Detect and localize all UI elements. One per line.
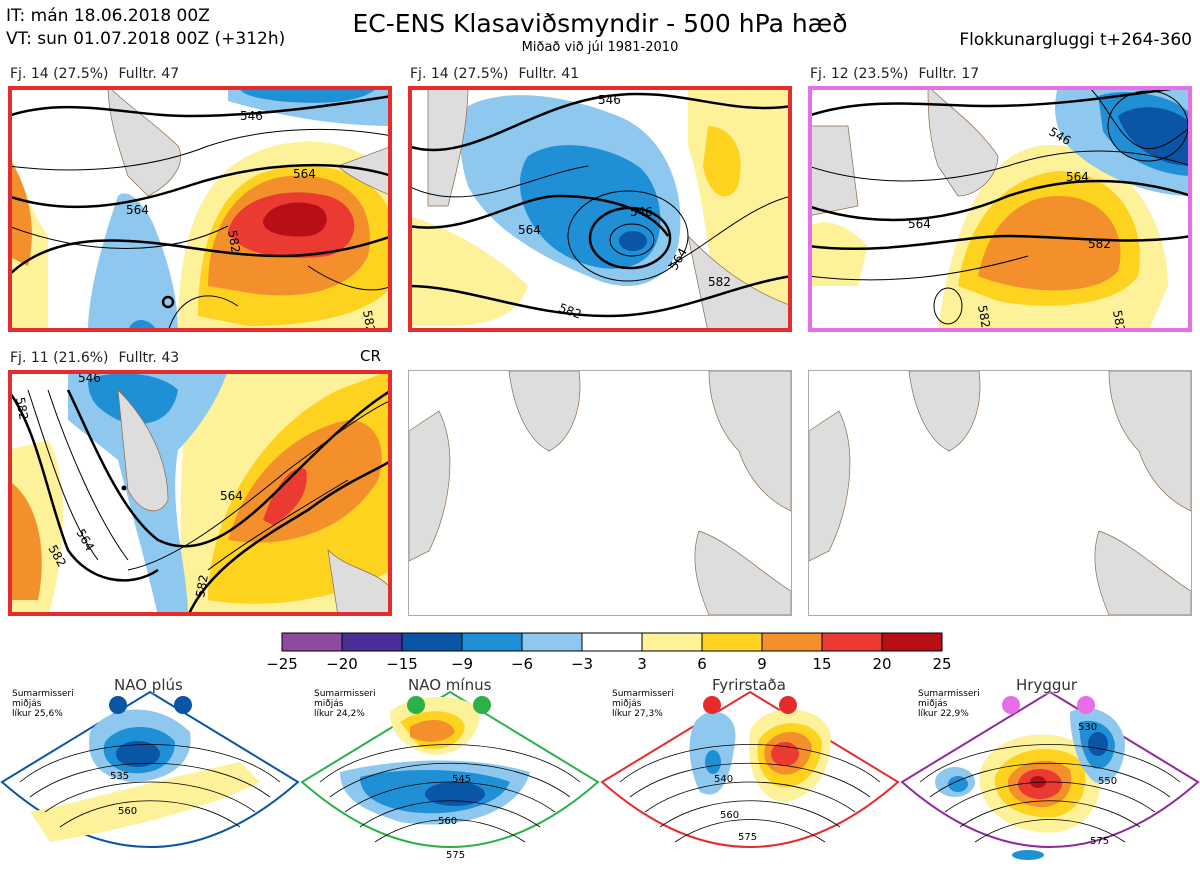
regime-nao-minus: 545 560 575 NAO mínus Sumarmisseri miðjás…: [300, 672, 600, 871]
regime-4-contour: 530: [1078, 722, 1097, 733]
panel-4-tag: CR: [360, 347, 381, 365]
empty-map-5: [408, 370, 792, 616]
colorbar-tick: 25: [932, 655, 952, 673]
regime-3-contour: 560: [720, 810, 739, 821]
regime-ridge: 530 550 575 Hryggur Sumarmisseri miðjás lí…: [900, 672, 1200, 871]
colorbar-tick: −20: [326, 655, 358, 673]
colorbar-cell: [581, 632, 643, 652]
panel-4-label: Fj. 11 (21.6%) Fulltr. 43: [10, 350, 180, 366]
colorbar-cell: [881, 632, 943, 652]
colorbar-cell: [761, 632, 823, 652]
colorbar-cell: [641, 632, 703, 652]
regime-3-contour: 575: [738, 832, 757, 843]
colorbar-tick: 15: [812, 655, 832, 673]
regime-blocking: 540 560 575 Fyrirstaða Sumarmisseri miðjá…: [600, 672, 900, 871]
panel-3-contour-label: 582: [975, 304, 993, 329]
regime-2-title: NAO mínus: [408, 676, 492, 694]
panel-2-contour-label: 564: [518, 223, 541, 237]
regime-1-contour: 535: [110, 771, 129, 782]
colorbar: [281, 632, 943, 652]
panel-4-contour-label: 546: [78, 371, 101, 385]
regime-1-dot: [109, 696, 127, 714]
regime-2-dot: [407, 696, 425, 714]
regime-2-contour: 560: [438, 816, 457, 827]
panel-3-contour-label: 564: [1066, 170, 1089, 184]
colorbar-cell: [281, 632, 343, 652]
panel-3-contour-label: 582: [1088, 237, 1111, 251]
regime-2-contour: 545: [452, 774, 471, 785]
regime-3-title: Fyrirstaða: [712, 676, 786, 694]
regime-1-title: NAO plús: [114, 676, 183, 694]
cluster-map-1: 546 564 582 564 582: [8, 86, 392, 332]
colorbar-tick: −25: [266, 655, 298, 673]
colorbar-tick: −6: [510, 655, 534, 673]
colorbar-tick: 6: [697, 655, 707, 673]
colorbar-tick: −3: [570, 655, 594, 673]
regime-1-contour: 560: [118, 806, 137, 817]
panel-4-contour-label: 582: [193, 574, 211, 599]
panel-4-contour-label: 582: [13, 396, 31, 421]
panel-1-contour-label: 564: [126, 203, 149, 217]
colorbar-tick: −9: [450, 655, 474, 673]
regime-1-dot: [174, 696, 192, 714]
empty-map-6: [808, 370, 1192, 616]
valid-time: VT: sun 01.07.2018 00Z (+312h): [6, 29, 286, 49]
colorbar-tick: −15: [386, 655, 418, 673]
panel-2-border: [408, 86, 792, 332]
regime-1-info: Sumarmisseri miðjás líkur 25,6%: [12, 689, 74, 719]
cluster-map-4: 582 564 564 582 582 546: [8, 370, 392, 616]
colorbar-tick: 9: [757, 655, 767, 673]
cluster-window: Flokkunargluggi t+264-360: [959, 30, 1192, 50]
regime-2-contour: 575: [446, 850, 465, 861]
regime-4-info: Sumarmisseri miðjás líkur 22,9%: [918, 689, 980, 719]
regime-4-contour: 550: [1098, 776, 1117, 787]
panel-1-border: [8, 86, 392, 332]
panel-3-label: Fj. 12 (23.5%) Fulltr. 17: [810, 66, 980, 82]
panel-1-label: Fj. 14 (27.5%) Fulltr. 47: [10, 66, 180, 82]
regime-4-contour: 575: [1090, 836, 1109, 847]
colorbar-cell: [701, 632, 763, 652]
panel-1-contour-label: 582: [360, 309, 378, 332]
regime-2-dot: [473, 696, 491, 714]
cluster-map-3: 546 564 564 582 582 582: [808, 86, 1192, 332]
panel-4-contour-label: 564: [220, 489, 243, 503]
panel-2-label: Fj. 14 (27.5%) Fulltr. 41: [410, 66, 580, 82]
colorbar-cell: [461, 632, 523, 652]
regime-nao-plus: 535 560 NAO plús Sumarmisseri miðjás líkur…: [0, 672, 300, 871]
cluster-map-2: 546 564 546 564 582 582: [408, 86, 792, 332]
panel-3-contour-label: 582: [1110, 309, 1128, 332]
panel-4-border: [8, 370, 392, 616]
panel-2-contour-label: 546: [630, 205, 653, 219]
page-subtitle: Miðað við júl 1981-2010: [521, 40, 679, 55]
page-title: EC-ENS Klasaviðsmyndir - 500 hPa hæð: [352, 9, 848, 38]
regime-2-info: Sumarmisseri miðjás líkur 24,2%: [314, 689, 376, 719]
regime-3-info: Sumarmisseri miðjás líkur 27,3%: [612, 689, 674, 719]
panel-3-contour-label: 564: [908, 217, 931, 231]
colorbar-cell: [401, 632, 463, 652]
regime-4-dot: [1077, 696, 1095, 714]
colorbar-cell: [341, 632, 403, 652]
colorbar-cell: [521, 632, 583, 652]
regime-4-title: Hryggur: [1016, 676, 1078, 694]
panel-3-border: [808, 86, 1192, 332]
panel-1-contour-label: 564: [293, 167, 316, 181]
colorbar-cell: [821, 632, 883, 652]
regime-3-dot: [703, 696, 721, 714]
regime-3-contour: 540: [714, 774, 733, 785]
colorbar-tick: 20: [872, 655, 892, 673]
regime-4-dot: [1002, 696, 1020, 714]
panel-1-contour-label: 582: [225, 229, 243, 254]
init-time: IT: mán 18.06.2018 00Z: [6, 6, 210, 26]
panel-2-contour-label: 546: [598, 93, 621, 107]
panel-1-contour-label: 546: [240, 109, 263, 123]
colorbar-tick: 3: [637, 655, 647, 673]
panel-2-contour-label: 582: [708, 275, 731, 289]
regime-3-dot: [779, 696, 797, 714]
